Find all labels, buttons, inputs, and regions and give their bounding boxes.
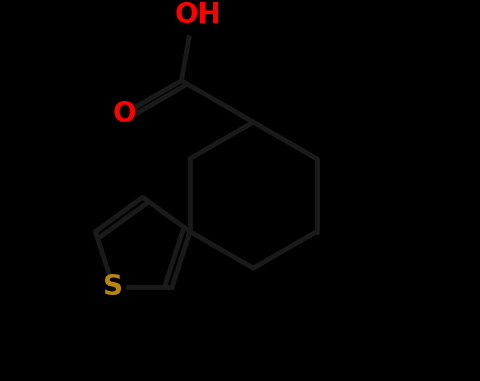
- Circle shape: [177, 0, 219, 37]
- Text: OH: OH: [175, 1, 222, 29]
- Text: S: S: [103, 273, 123, 301]
- Circle shape: [101, 275, 125, 299]
- Circle shape: [112, 102, 136, 126]
- Text: O: O: [112, 100, 136, 128]
